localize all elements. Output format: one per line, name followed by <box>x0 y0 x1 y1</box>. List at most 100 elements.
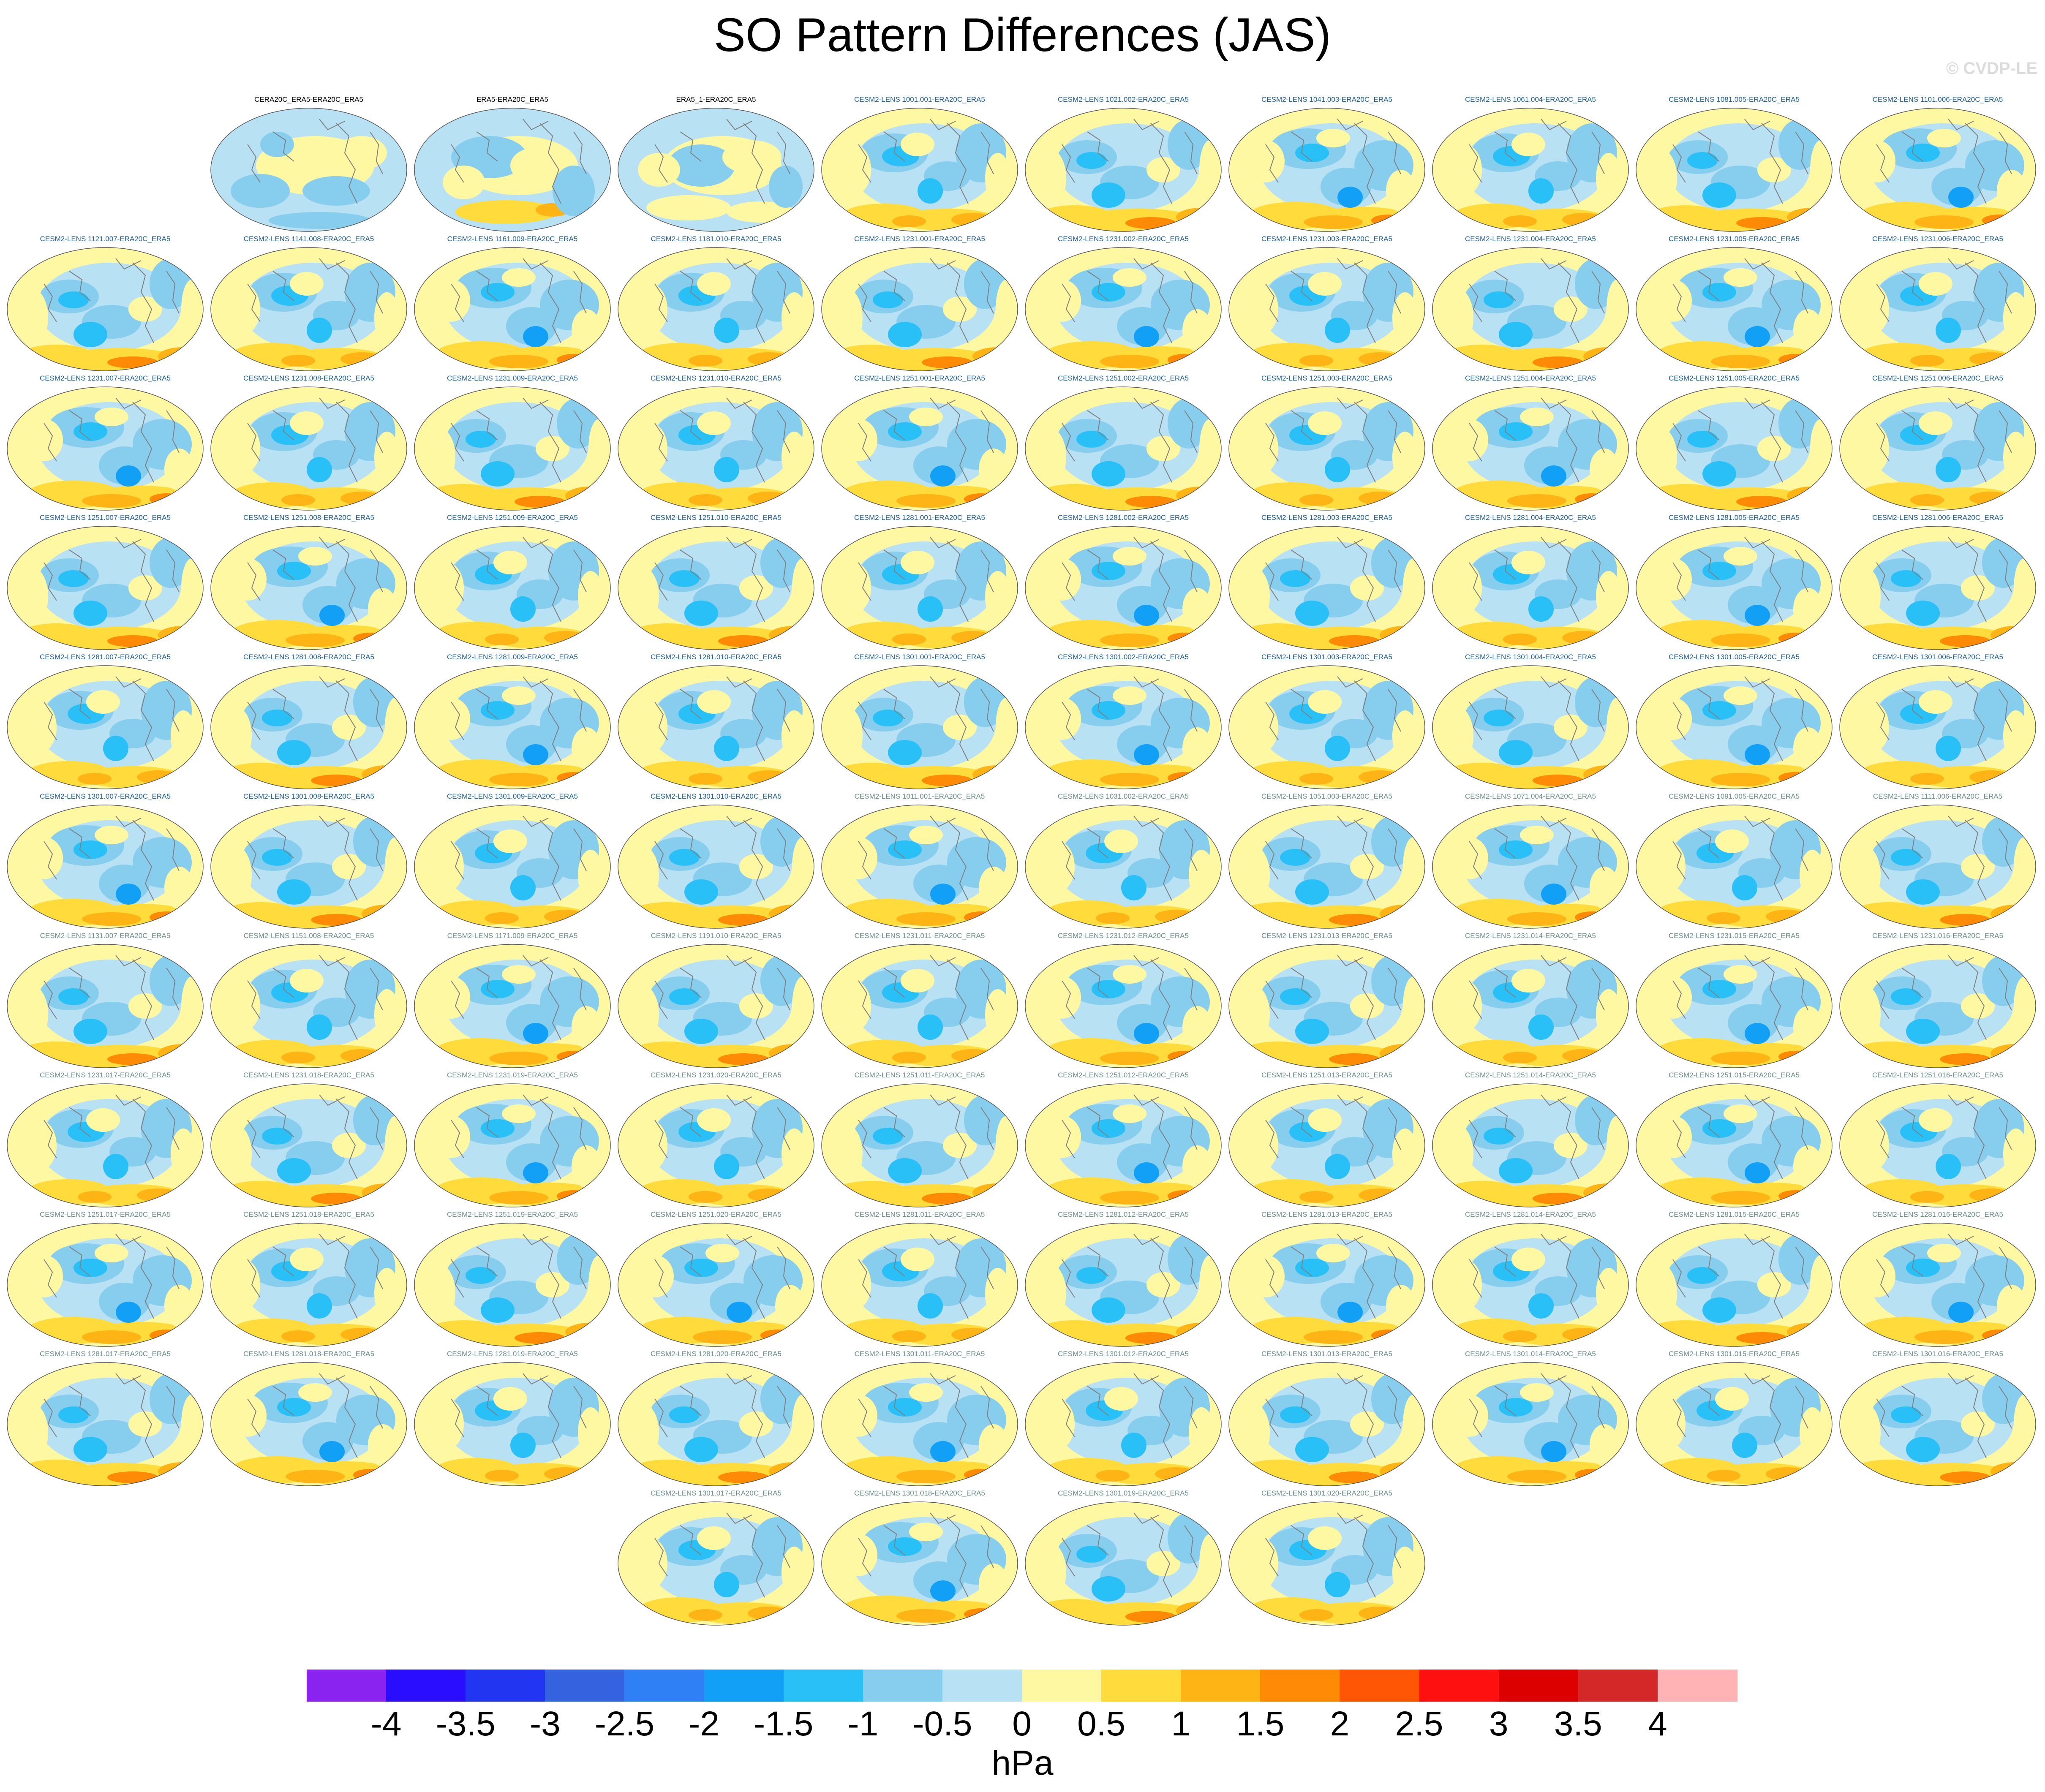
anomaly-region <box>557 772 591 784</box>
anomaly-region <box>837 981 871 1031</box>
anomaly-region <box>1643 149 1677 208</box>
anomaly-region <box>544 1467 586 1481</box>
map-panel: CESM2-LENS 1231.003-ERA20C_ERA5 <box>1228 235 1426 373</box>
anomaly-region <box>1092 701 1125 720</box>
coastline <box>1291 1525 1313 1555</box>
anomaly-region <box>1359 492 1401 505</box>
globe-outline <box>210 805 407 929</box>
coastline <box>319 119 345 131</box>
coastline <box>1184 1525 1198 1568</box>
anomaly-region <box>1280 849 1310 866</box>
coastline <box>743 1377 765 1458</box>
globe-map <box>1228 526 1425 650</box>
anomaly-region <box>1511 1248 1545 1271</box>
anomaly-region <box>748 1607 790 1620</box>
coastline <box>1388 549 1401 593</box>
coastline <box>1087 689 1109 719</box>
coastline <box>272 410 294 441</box>
coastline <box>858 841 871 880</box>
anomaly-region <box>1793 727 1823 770</box>
anomaly-region <box>1299 1609 1333 1621</box>
coastline <box>680 410 702 441</box>
anomaly-region <box>385 1116 406 1175</box>
coastline <box>1591 968 1605 1011</box>
coastline <box>370 131 383 174</box>
coastline <box>654 423 668 462</box>
coastline <box>451 1259 464 1298</box>
anomaly-region <box>1134 605 1159 626</box>
anomaly-region <box>951 1328 994 1341</box>
coastline <box>743 541 765 622</box>
globe-outline <box>618 805 814 929</box>
map-panel: CESM2-LENS 1011.001-ERA20C_ERA5 <box>820 792 1019 931</box>
anomaly-region <box>1707 1470 1740 1482</box>
globe-map <box>1839 1223 2036 1347</box>
globe-outline <box>1025 1362 1222 1486</box>
anomaly-region <box>1236 1403 1270 1462</box>
coastline <box>1087 271 1109 301</box>
anomaly-region <box>1778 772 1812 784</box>
anomaly-region <box>760 816 803 867</box>
anomaly-region <box>1295 1019 1329 1044</box>
coastline <box>1062 144 1075 183</box>
coastline <box>680 968 702 998</box>
coastline <box>1876 423 1890 462</box>
coastline <box>539 123 561 204</box>
coastline <box>1388 271 1401 314</box>
colorbar-tick-label: -1 <box>847 1705 879 1743</box>
globe-map <box>414 805 611 929</box>
anomaly-region <box>964 911 998 923</box>
anomaly-region <box>1528 596 1554 622</box>
map-panel-label: CESM2-LENS 1281.006-ERA20C_ERA5 <box>1872 514 2003 522</box>
anomaly-region <box>979 867 1008 909</box>
globe-outline <box>1228 1362 1425 1486</box>
globe-outline <box>821 108 1018 232</box>
coastline <box>930 1234 956 1245</box>
coastline <box>247 1398 261 1437</box>
coastline <box>1265 283 1279 322</box>
map-panel-label: CESM2-LENS 1281.012-ERA20C_ERA5 <box>1058 1210 1189 1218</box>
coastline <box>319 1094 345 1106</box>
anomaly-region <box>896 1470 956 1483</box>
map-panel-label: CESM2-LENS 1301.010-ERA20C_ERA5 <box>651 792 782 800</box>
anomaly-region <box>298 1383 332 1402</box>
anomaly-region <box>74 840 107 859</box>
map-panel-label: CESM2-LENS 1251.020-ERA20C_ERA5 <box>651 1210 782 1218</box>
anomaly-region <box>1607 1116 1628 1175</box>
map-panel: CESM2-LENS 1231.001-ERA20C_ERA5 <box>820 235 1019 373</box>
anomaly-region <box>727 201 794 223</box>
coastline <box>336 262 358 343</box>
anomaly-region <box>1499 422 1533 441</box>
anomaly-region <box>1304 1330 1363 1344</box>
coastline <box>1388 131 1401 174</box>
anomaly-region <box>1308 272 1342 296</box>
coastline <box>1876 1259 1890 1298</box>
anomaly-region <box>1528 178 1554 204</box>
colorbar-swatch <box>1181 1670 1261 1702</box>
anomaly-region <box>1507 494 1566 508</box>
coastline <box>654 1120 668 1158</box>
anomaly-region <box>1891 1406 1921 1423</box>
map-panel: CESM2-LENS 1281.005-ERA20C_ERA5 <box>1635 514 1833 652</box>
coastline <box>132 1238 154 1319</box>
anomaly-region <box>25 1255 63 1297</box>
coastline <box>247 1120 261 1158</box>
globe-outline <box>1839 526 2036 650</box>
map-panel-label: CESM2-LENS 1231.013-ERA20C_ERA5 <box>1261 932 1392 940</box>
anomaly-region <box>1687 431 1718 448</box>
globe-map <box>210 526 407 650</box>
anomaly-region <box>1440 706 1473 765</box>
anomaly-region <box>1503 634 1537 645</box>
coastline <box>1087 828 1109 859</box>
coastline <box>1087 410 1109 441</box>
map-panel-label: CESM2-LENS 1101.006-ERA20C_ERA5 <box>1872 95 2003 103</box>
anomaly-region <box>1125 496 1176 508</box>
anomaly-region <box>1778 1234 1821 1285</box>
anomaly-region <box>1371 816 1413 867</box>
colorbar-tick-label: 3 <box>1489 1705 1509 1743</box>
anomaly-region <box>1134 326 1159 347</box>
globe-outline <box>821 1083 1018 1207</box>
anomaly-region <box>353 1469 387 1481</box>
coastline <box>1999 410 2012 453</box>
anomaly-region <box>281 355 315 367</box>
